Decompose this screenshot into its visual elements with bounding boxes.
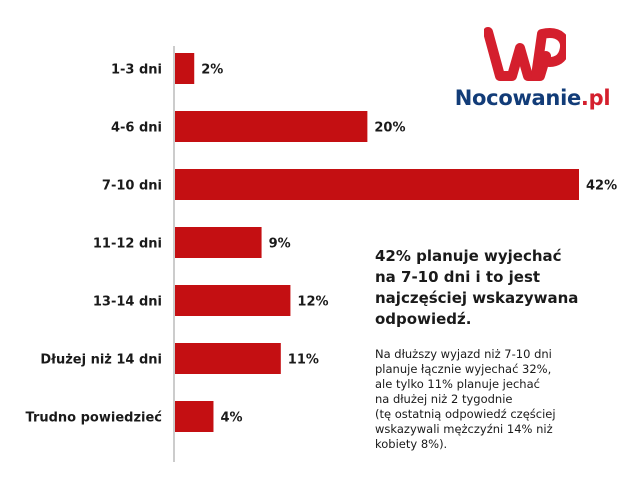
note-text: Na dłuższy wyjazd niż 7-10 dni planuje ł…: [375, 347, 630, 452]
note-line: wskazywali mężczyźni 14% niż: [375, 422, 553, 436]
category-label: Trudno powiedzieć: [26, 411, 163, 426]
bar: [175, 285, 291, 316]
note-line: na dłużej niż 2 tygodnie: [375, 392, 513, 406]
note-line: ale tylko 11% planuje jechać: [375, 377, 540, 391]
logo-wordmark: Nocowanie.pl: [440, 86, 625, 110]
wp-logo-mark: [484, 27, 566, 81]
bar: [175, 111, 368, 142]
nocowanie-logo: Nocowanie.pl: [440, 20, 625, 120]
value-label: 12%: [297, 295, 328, 310]
bar: [175, 227, 262, 258]
category-label: Dłużej niż 14 dni: [40, 353, 162, 368]
note-line: kobiety 8%).: [375, 437, 448, 451]
bar: [175, 343, 281, 374]
value-label: 11%: [288, 353, 319, 368]
value-label: 42%: [586, 179, 617, 194]
bars-group: 1-3 dni 2% 4-6 dni 20% 7-10 dni 42% 11-12 dni 9…: [26, 53, 617, 432]
category-label: 11-12 dni: [93, 237, 162, 252]
note-line: (tę ostatnią odpowiedź częściej: [375, 407, 556, 421]
bar: [175, 401, 214, 432]
value-label: 2%: [201, 63, 223, 78]
logo-name-suffix: .pl: [580, 86, 611, 110]
headline-text: 42% planuje wyjechać na 7-10 dni i to je…: [375, 246, 620, 330]
headline-line: odpowiedź.: [375, 310, 472, 328]
headline-line: najczęściej wskazywana: [375, 289, 579, 307]
value-label: 20%: [374, 121, 405, 136]
category-label: 7-10 dni: [102, 179, 162, 194]
value-label: 4%: [220, 411, 242, 426]
logo-name-main: Nocowanie: [454, 86, 581, 110]
category-label: 1-3 dni: [111, 63, 162, 78]
category-label: 4-6 dni: [111, 121, 162, 136]
headline-line: 42% planuje wyjechać: [375, 247, 562, 265]
value-label: 9%: [269, 237, 291, 252]
note-line: Na dłuższy wyjazd niż 7-10 dni: [375, 347, 552, 361]
headline-line: na 7-10 dni i to jest: [375, 268, 541, 286]
category-label: 13-14 dni: [93, 295, 162, 310]
note-line: planuje łącznie wyjechać 32%,: [375, 362, 552, 376]
bar: [175, 169, 579, 200]
bar: [175, 53, 195, 84]
